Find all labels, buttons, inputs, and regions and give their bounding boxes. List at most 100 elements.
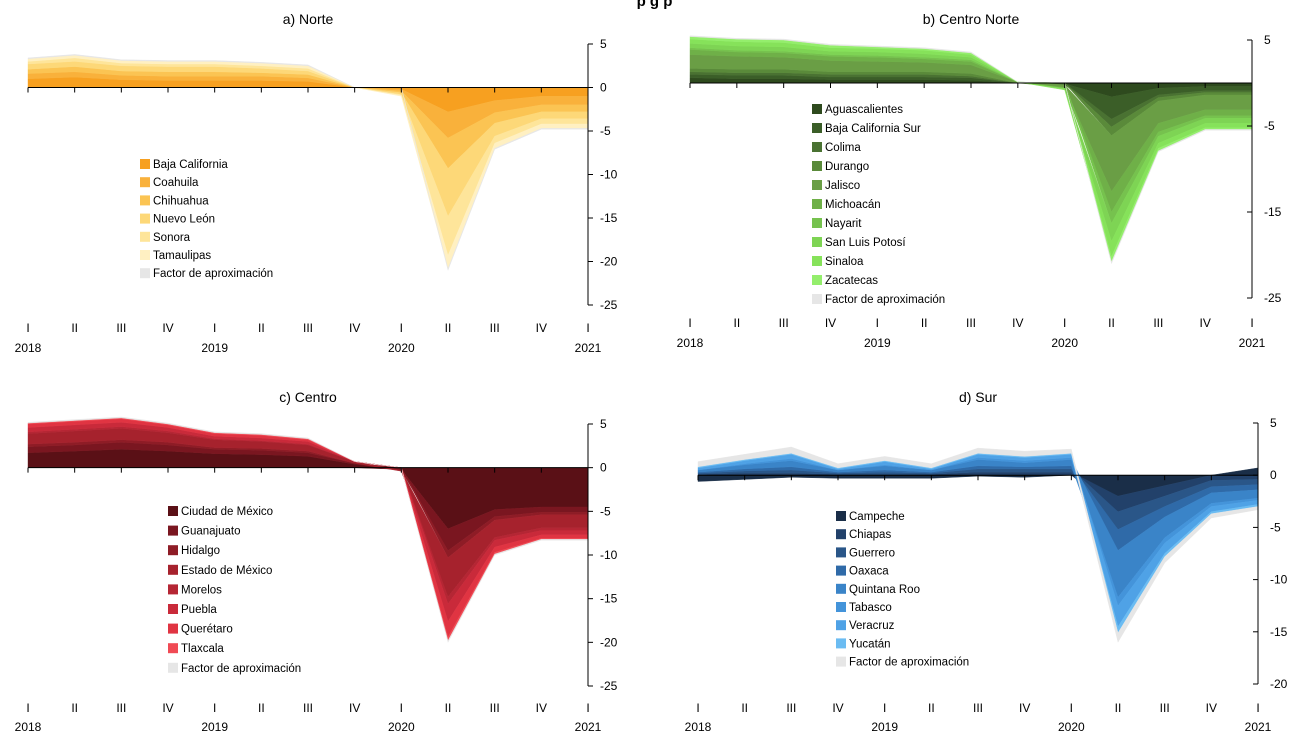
x-quarter-label: IV	[832, 701, 843, 715]
legend-label: Morelos	[181, 584, 222, 596]
x-quarter-label: III	[973, 701, 983, 715]
x-quarter-label: II	[71, 701, 78, 715]
legend-swatch	[812, 294, 822, 304]
legend-swatch	[140, 231, 150, 242]
legend-swatch	[168, 506, 178, 516]
legend-label: Nuevo León	[153, 214, 215, 226]
panel-title: c) Centro	[279, 389, 337, 405]
x-quarter-label: IV	[162, 701, 173, 715]
y-tick-label: -5	[1264, 119, 1275, 133]
x-quarter-label: I	[876, 316, 879, 330]
y-tick-label: -15	[600, 592, 618, 606]
x-quarter-label: II	[1115, 701, 1122, 715]
legend-swatch	[168, 525, 178, 536]
legend-swatch	[168, 545, 178, 556]
x-quarter-label: IV	[1199, 316, 1210, 330]
area-layers	[27, 416, 589, 643]
x-quarter-label: I	[1063, 316, 1066, 330]
x-quarter-label: I	[400, 321, 403, 335]
legend-label: Coahuila	[153, 177, 199, 189]
legend-swatch	[812, 180, 822, 190]
legend-label: Baja California Sur	[825, 123, 921, 135]
legend-swatch	[812, 256, 822, 266]
x-quarter-label: II	[741, 701, 748, 715]
area-layers	[689, 35, 1253, 265]
panel-title: a) Norte	[283, 11, 334, 27]
legend-label: Colima	[825, 142, 861, 154]
y-tick-label: -20	[1270, 677, 1288, 691]
x-quarter-label: I	[1250, 316, 1253, 330]
legend-swatch	[812, 237, 822, 247]
legend-label: Aguascalientes	[825, 104, 903, 116]
legend-label: Campeche	[849, 511, 905, 523]
legend-label: Nayarit	[825, 218, 862, 230]
y-tick-label: -25	[600, 679, 618, 693]
legend-label: Tlaxcala	[181, 643, 224, 655]
x-quarter-label: III	[966, 316, 976, 330]
x-quarter-label: IV	[349, 701, 360, 715]
y-tick-label: 5	[600, 37, 607, 51]
legend-swatch	[140, 195, 150, 206]
legend-label: Factor de aproximación	[153, 268, 273, 280]
legend-label: Quintana Roo	[849, 584, 920, 596]
legend-label: Yucatán	[849, 638, 891, 650]
legend-label: Michoacán	[825, 199, 881, 211]
y-tick-label: -10	[1270, 573, 1288, 587]
legend-label: Sinaloa	[825, 256, 864, 268]
x-quarter-label: I	[400, 701, 403, 715]
legend-label: Sonora	[153, 232, 191, 244]
x-quarter-label: II	[445, 321, 452, 335]
y-tick-label: 5	[1264, 33, 1271, 47]
x-quarter-label: I	[1070, 701, 1073, 715]
x-quarter-label: III	[116, 701, 126, 715]
legend-label: Tabasco	[849, 602, 892, 614]
y-tick-label: -20	[600, 255, 618, 269]
x-quarter-label: III	[1153, 316, 1163, 330]
legend: Baja California Coahuila Chihuahua Nuevo Le…	[140, 159, 273, 280]
y-tick-label: -10	[600, 168, 618, 182]
x-quarter-label: II	[1108, 316, 1115, 330]
legend-swatch	[836, 656, 846, 667]
legend-swatch	[140, 213, 150, 224]
x-quarter-label: IV	[536, 701, 547, 715]
x-year-label: 2020	[388, 720, 415, 734]
x-year-label: 2021	[575, 341, 602, 355]
x-quarter-label: III	[490, 701, 500, 715]
x-quarter-label: I	[213, 701, 216, 715]
x-quarter-label: I	[213, 321, 216, 335]
x-year-label: 2019	[864, 336, 891, 350]
x-quarter-label: III	[303, 321, 313, 335]
panel-norte: 50-5-10-15-20-25I II III IV I II III IV I II III IV…	[15, 11, 618, 355]
x-quarter-label: III	[779, 316, 789, 330]
legend-swatch	[836, 620, 846, 631]
legend-swatch	[836, 529, 846, 540]
legend-swatch	[836, 638, 846, 649]
x-quarter-label: I	[1256, 701, 1259, 715]
x-quarter-label: I	[586, 321, 589, 335]
x-quarter-label: I	[688, 316, 691, 330]
figure-title-fragment: p g p	[636, 0, 673, 10]
x-year-label: 2018	[15, 341, 42, 355]
legend-label: Tamaulipas	[153, 250, 211, 262]
x-quarter-label: I	[26, 701, 29, 715]
x-quarter-label: II	[71, 321, 78, 335]
y-tick-label: -5	[600, 504, 611, 518]
y-tick-label: -15	[1264, 205, 1282, 219]
y-tick-label: 0	[600, 461, 607, 475]
legend-swatch	[812, 275, 822, 285]
x-year-label: 2021	[575, 720, 602, 734]
legend-swatch	[168, 584, 178, 595]
legend-label: Zacatecas	[825, 275, 878, 287]
legend-label: Estado de México	[181, 565, 272, 577]
x-quarter-label: III	[116, 321, 126, 335]
x-quarter-label: IV	[825, 316, 836, 330]
legend-swatch	[836, 565, 846, 576]
legend-label: San Luis Potosí	[825, 237, 906, 249]
legend-swatch	[168, 643, 178, 654]
legend: Ciudad de México Guanajuato Hidalgo Estado …	[168, 506, 301, 675]
x-quarter-label: II	[258, 321, 265, 335]
legend-swatch	[836, 583, 846, 594]
legend-swatch	[812, 218, 822, 228]
legend-swatch	[812, 104, 822, 114]
